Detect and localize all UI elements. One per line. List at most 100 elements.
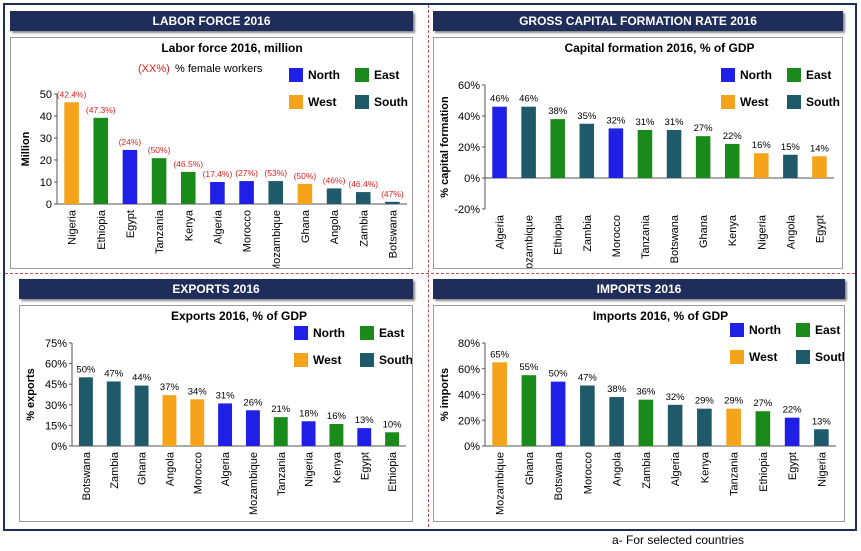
gcf-chart: Capital formation 2016, % of GDP % capita…: [439, 41, 840, 268]
bar-botswana: [550, 381, 566, 446]
annotation-text: % female workers: [175, 63, 263, 75]
exports-chart-area: Exports 2016, % of GDP % exports 0% 15% 30% 4…: [19, 305, 413, 522]
y-tick-label: 30: [40, 133, 52, 145]
data-label: 13%: [355, 415, 375, 426]
bar-tanzania: [151, 158, 167, 204]
bar-nigeria: [64, 102, 79, 204]
data-label: (50%): [148, 145, 171, 155]
x-tick-label: Morocco: [611, 215, 623, 257]
legend-label-north: North: [740, 68, 772, 82]
legend-label-east: East: [815, 323, 840, 337]
bar-zambia: [638, 399, 654, 446]
legend-label-north: North: [308, 68, 340, 82]
y-axis-label: % exports: [25, 368, 37, 421]
x-tick-label: Botswana: [387, 209, 399, 258]
data-label: 46%: [490, 94, 510, 105]
data-label: 36%: [636, 387, 656, 398]
y-tick-label: 20%: [458, 142, 480, 154]
y-tick-label: -20%: [454, 204, 480, 216]
data-label: 16%: [752, 140, 772, 151]
bar-tanzania: [637, 129, 653, 178]
data-label: 27%: [753, 398, 773, 409]
legend-swatch-west: [294, 353, 308, 367]
imports-header: IMPORTS 2016: [433, 279, 845, 299]
data-label: 18%: [299, 408, 319, 419]
x-tick-label: Angola: [164, 451, 176, 486]
y-tick-label: 40: [40, 111, 52, 123]
x-tick-label: Kenya: [727, 214, 739, 246]
y-tick-label: 10: [40, 177, 52, 189]
data-label: 22%: [723, 131, 743, 142]
x-tick-label: Mozambique: [495, 452, 507, 515]
legend-swatch-west: [730, 350, 744, 364]
data-label: (17.4%): [203, 169, 233, 179]
data-label: 44%: [132, 373, 152, 384]
data-label: 31%: [216, 390, 236, 401]
y-tick-label: 30%: [45, 400, 67, 412]
legend-swatch-north: [289, 68, 303, 82]
x-tick-label: Mozambique: [248, 452, 260, 515]
dashboard-frame: [3, 3, 857, 531]
data-label: 50%: [549, 369, 569, 380]
x-tick-label: Ethiopia: [96, 209, 108, 250]
y-tick-label: 40%: [458, 390, 480, 402]
y-tick-label: 0: [46, 199, 52, 211]
bar-morocco: [190, 399, 205, 446]
data-label: 14%: [810, 143, 830, 154]
bar-morocco: [608, 128, 624, 178]
y-tick-label: 0%: [464, 173, 480, 185]
x-tick-label: Ethiopia: [387, 451, 399, 492]
x-tick-label: Nigeria: [304, 451, 316, 487]
bar-botswana: [385, 201, 400, 204]
legend-label-north: North: [749, 323, 781, 337]
bar-angola: [609, 397, 624, 446]
bar-mozambique: [245, 410, 260, 446]
exports-panel: EXPORTS 2016 Exports 2016, % of GDP % exp…: [19, 279, 413, 522]
bar-botswana: [666, 129, 682, 178]
data-label: 15%: [781, 142, 801, 153]
y-tick-label: 0%: [51, 441, 67, 453]
x-tick-label: Kenya: [183, 209, 195, 241]
legend-swatch-south: [787, 95, 801, 109]
x-tick-label: Ghana: [524, 451, 536, 485]
data-label: 21%: [271, 404, 291, 415]
data-label: 32%: [666, 392, 686, 403]
imports-panel: IMPORTS 2016 Imports 2016, % of GDP % imp…: [433, 279, 845, 522]
x-tick-label: Algeria: [212, 209, 224, 244]
data-label: 32%: [606, 115, 626, 126]
bar-mozambique: [268, 181, 284, 204]
x-tick-label: Mozambique: [271, 210, 283, 268]
bar-angola: [326, 188, 342, 204]
y-axis-label: Million: [20, 131, 32, 166]
data-label: 47%: [578, 372, 598, 383]
bar-kenya: [697, 408, 712, 446]
legend-swatch-east: [796, 323, 810, 337]
legend-label-south: South: [379, 353, 412, 367]
legend-swatch-south: [360, 353, 374, 367]
y-tick-label: 20: [40, 155, 52, 167]
y-tick-label: 40%: [458, 111, 480, 123]
x-tick-label: Egypt: [787, 452, 799, 480]
x-tick-label: Ethiopia: [758, 451, 770, 492]
bar-ghana: [134, 385, 149, 446]
chart-title: Labor force 2016, million: [161, 41, 302, 55]
x-tick-label: Morocco: [192, 452, 204, 494]
y-tick-label: 15%: [45, 420, 67, 432]
labor-chart-area: Labor force 2016, million Million 0 10 20 30 4…: [10, 37, 413, 269]
x-tick-label: Mozambique: [524, 215, 536, 268]
legend-swatch-south: [355, 95, 369, 109]
footer-note: a- For selected countries: [612, 533, 745, 547]
bar-ethiopia: [755, 411, 771, 446]
legend-label-east: East: [806, 68, 831, 82]
bar-nigeria: [301, 421, 316, 446]
x-tick-label: Kenya: [331, 451, 343, 483]
x-tick-label: Tanzania: [729, 451, 741, 496]
x-tick-label: Ghana: [137, 451, 149, 485]
y-tick-label: 20%: [458, 415, 480, 427]
legend-swatch-west: [721, 95, 735, 109]
data-label: 34%: [188, 386, 208, 397]
bar-zambia: [355, 192, 371, 204]
x-tick-label: Nigeria: [67, 209, 79, 245]
bar-morocco: [580, 385, 595, 446]
bar-morocco: [239, 181, 254, 204]
